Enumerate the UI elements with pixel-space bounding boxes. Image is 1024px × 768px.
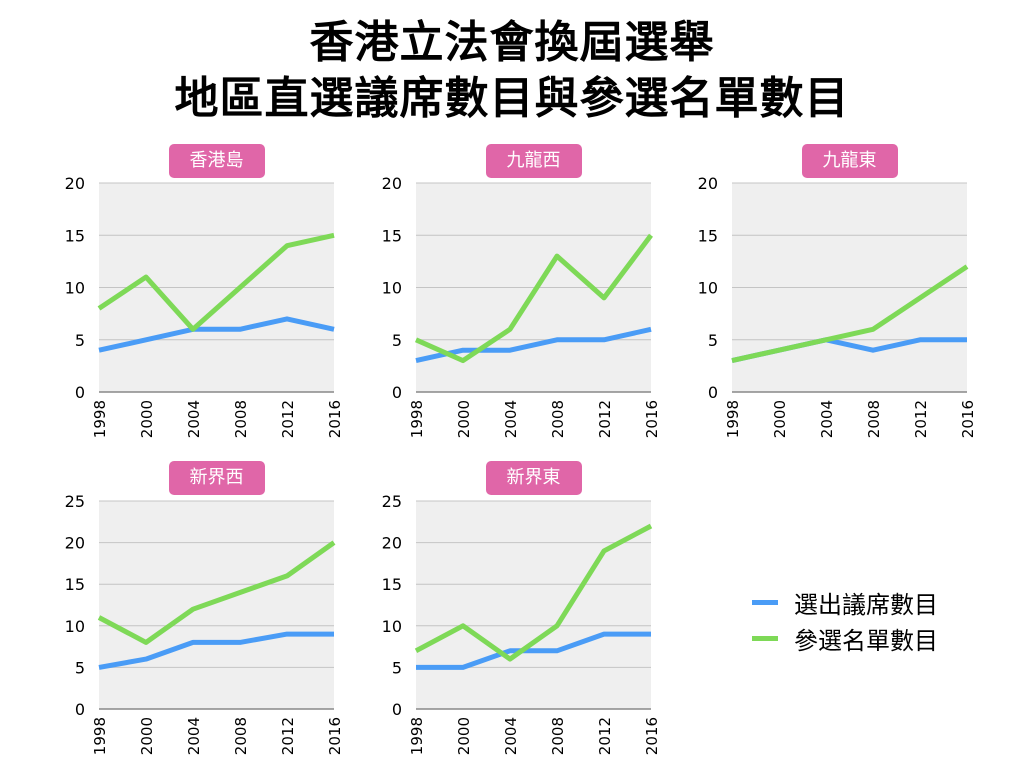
y-tick-label: 10 bbox=[65, 617, 85, 636]
y-tick-label: 5 bbox=[75, 331, 85, 350]
series-line-lists bbox=[97, 540, 336, 645]
y-tick-label: 25 bbox=[382, 492, 402, 511]
x-tick-label: 1998 bbox=[91, 400, 109, 438]
x-tick-label: 1998 bbox=[91, 717, 109, 755]
series-line-lists bbox=[97, 232, 335, 332]
legend-item-lists: 參選名單數目 bbox=[752, 620, 938, 656]
x-tick-label: 2000 bbox=[455, 400, 473, 438]
y-tick-label: 0 bbox=[392, 383, 402, 402]
x-tick-label: 1998 bbox=[724, 400, 742, 438]
panel-title-badge: 九龍西 bbox=[485, 144, 582, 178]
plot-area bbox=[732, 183, 967, 392]
panel-title-badge: 九龍東 bbox=[801, 144, 898, 178]
series-line-lists bbox=[731, 264, 969, 364]
series-line-lists bbox=[414, 233, 653, 364]
series-line-lists bbox=[414, 523, 653, 662]
y-tick-label: 20 bbox=[698, 174, 718, 193]
y-tick-label: 20 bbox=[65, 174, 85, 193]
y-tick-label: 0 bbox=[708, 383, 718, 402]
y-tick-label: 0 bbox=[75, 383, 85, 402]
y-tick-label: 15 bbox=[382, 226, 402, 245]
chart-title-line-1: 香港立法會換屆選舉 bbox=[309, 17, 715, 68]
x-tick-label: 2008 bbox=[549, 400, 567, 438]
x-tick-label: 2004 bbox=[502, 400, 520, 438]
y-tick-label: 15 bbox=[382, 575, 402, 594]
y-tick-label: 10 bbox=[382, 617, 402, 636]
x-tick-label: 2000 bbox=[771, 400, 789, 438]
x-tick-label: 2016 bbox=[326, 400, 344, 438]
chart-title-line-2: 地區直選議席數目與參選名單數目 bbox=[174, 73, 850, 124]
y-tick-label: 20 bbox=[382, 174, 402, 193]
legend-item-seats: 選出議席數目 bbox=[752, 584, 938, 620]
panel-title-badge: 香港島 bbox=[168, 144, 265, 178]
x-tick-label: 2004 bbox=[185, 400, 203, 438]
y-tick-label: 20 bbox=[65, 534, 85, 553]
x-tick-label: 2016 bbox=[326, 717, 344, 755]
x-tick-label: 2016 bbox=[643, 400, 661, 438]
series-line-seats bbox=[415, 326, 652, 364]
panel-title-badge: 新界西 bbox=[168, 461, 265, 495]
x-tick-label: 2012 bbox=[279, 717, 297, 755]
x-tick-label: 2012 bbox=[596, 717, 614, 755]
x-tick-label: 2004 bbox=[818, 400, 836, 438]
x-tick-label: 2000 bbox=[138, 717, 156, 755]
y-tick-label: 20 bbox=[382, 534, 402, 553]
x-tick-label: 2000 bbox=[138, 400, 156, 438]
x-tick-label: 2012 bbox=[596, 400, 614, 438]
y-tick-label: 10 bbox=[382, 279, 402, 298]
x-tick-label: 1998 bbox=[408, 400, 426, 438]
x-tick-label: 2016 bbox=[643, 717, 661, 755]
series-line-seats bbox=[731, 337, 967, 364]
series-line-seats bbox=[98, 316, 335, 353]
y-tick-label: 10 bbox=[698, 279, 718, 298]
x-tick-label: 2008 bbox=[549, 717, 567, 755]
legend-swatch-lists bbox=[752, 635, 778, 641]
x-tick-label: 2008 bbox=[232, 400, 250, 438]
x-tick-label: 1998 bbox=[408, 717, 426, 755]
y-tick-label: 5 bbox=[75, 658, 85, 677]
x-tick-label: 2008 bbox=[232, 717, 250, 755]
y-tick-label: 5 bbox=[392, 331, 402, 350]
legend-swatch-seats bbox=[752, 599, 778, 605]
x-tick-label: 2008 bbox=[865, 400, 883, 438]
y-tick-label: 15 bbox=[65, 575, 85, 594]
plot-area bbox=[99, 501, 334, 709]
y-tick-label: 25 bbox=[65, 492, 85, 511]
x-tick-label: 2012 bbox=[912, 400, 930, 438]
x-tick-label: 2000 bbox=[455, 717, 473, 755]
y-tick-label: 15 bbox=[698, 226, 718, 245]
y-tick-label: 0 bbox=[392, 700, 402, 719]
x-tick-label: 2016 bbox=[959, 400, 977, 438]
y-tick-label: 0 bbox=[75, 700, 85, 719]
x-tick-label: 2004 bbox=[185, 717, 203, 755]
x-tick-label: 2012 bbox=[279, 400, 297, 438]
y-tick-label: 15 bbox=[65, 226, 85, 245]
legend: 選出議席數目 參選名單數目 bbox=[752, 584, 938, 656]
plot-area bbox=[99, 183, 334, 392]
y-tick-label: 5 bbox=[708, 331, 718, 350]
legend-label-lists: 參選名單數目 bbox=[794, 626, 938, 655]
panel-title-badge: 新界東 bbox=[485, 461, 582, 495]
y-tick-label: 5 bbox=[392, 658, 402, 677]
series-line-seats bbox=[98, 631, 334, 670]
y-tick-label: 10 bbox=[65, 279, 85, 298]
legend-label-seats: 選出議席數目 bbox=[794, 590, 938, 619]
plot-area bbox=[416, 501, 651, 709]
x-tick-label: 2004 bbox=[502, 717, 520, 755]
series-line-seats bbox=[416, 631, 651, 670]
plot-area bbox=[416, 183, 651, 392]
